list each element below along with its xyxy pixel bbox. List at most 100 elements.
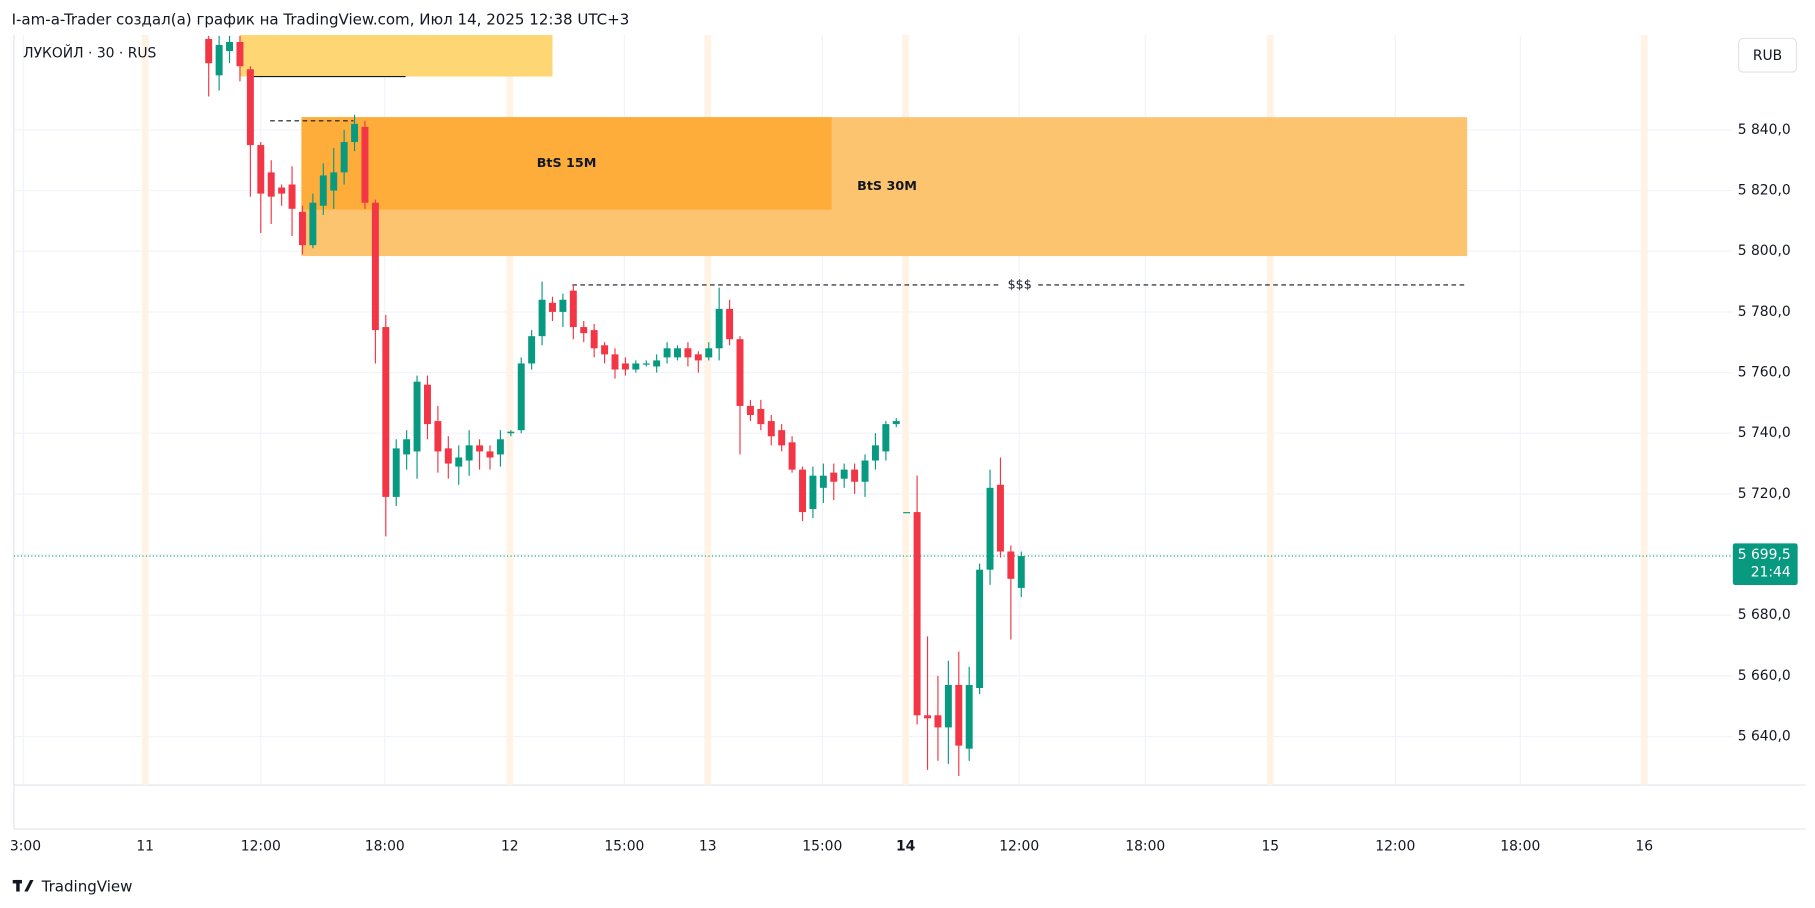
- y-tick-label: 5 760,0: [1738, 365, 1791, 381]
- candle-body: [205, 38, 213, 64]
- candle-body: [309, 202, 317, 246]
- chart-title: I-am-a-Trader создал(а) график на Tradin…: [12, 10, 630, 28]
- x-tick-label: 14: [896, 838, 916, 854]
- y-tick-label: 5 680,0: [1738, 607, 1791, 623]
- candle-body: [944, 684, 952, 728]
- candle-body: [809, 475, 817, 510]
- zone: [239, 34, 553, 77]
- session-highlight: [506, 34, 514, 786]
- candle-body: [371, 202, 379, 331]
- candle-body: [298, 211, 306, 246]
- y-tick-label: 5 820,0: [1738, 183, 1791, 199]
- candle-body: [778, 430, 786, 446]
- candle-body: [913, 512, 921, 716]
- candle-body: [746, 405, 754, 416]
- candle-body: [288, 184, 296, 209]
- y-tick-label: 5 840,0: [1738, 122, 1791, 138]
- x-tick-label: 16: [1635, 838, 1653, 854]
- x-tick-label: 18:00: [1500, 838, 1540, 854]
- candle-body: [924, 715, 931, 719]
- candle-body: [799, 469, 806, 513]
- candle-body: [611, 354, 619, 370]
- candle-body: [996, 484, 1004, 552]
- candle-body: [215, 44, 223, 76]
- candle-body: [903, 512, 911, 514]
- candle-body: [444, 448, 452, 464]
- candle-body: [246, 69, 254, 146]
- currency[interactable]: RUB: [1753, 48, 1782, 64]
- candle-body: [278, 187, 286, 194]
- candle-body: [330, 172, 338, 191]
- candle-body: [465, 445, 473, 461]
- candle-body: [830, 472, 838, 482]
- candle-body: [767, 421, 775, 437]
- candle-body: [601, 345, 609, 355]
- candle-body: [694, 354, 702, 361]
- candle-body: [757, 408, 765, 425]
- candle-body: [382, 327, 390, 497]
- candle-body: [517, 363, 525, 431]
- plot: BtS 30M BtS 15M $$$: [13, 35, 1733, 776]
- zone-label: BtS 15M: [537, 156, 597, 171]
- candle-body: [788, 442, 796, 470]
- candle-body: [340, 142, 348, 173]
- candle-body: [455, 457, 463, 467]
- y-tick-label: 5 800,0: [1738, 243, 1791, 259]
- session-highlight: [1640, 34, 1648, 786]
- candle-body: [892, 421, 900, 425]
- level-label: $$$: [1008, 277, 1032, 292]
- candle-body: [538, 299, 546, 337]
- candle-body: [496, 439, 504, 455]
- candle-body: [257, 145, 265, 194]
- x-tick-label: 12:00: [1375, 838, 1415, 854]
- candle-body: [590, 330, 598, 349]
- x-tick-label: 12:00: [999, 838, 1039, 854]
- candle-body: [684, 348, 692, 358]
- candle-body: [715, 308, 723, 349]
- candle-body: [403, 439, 411, 455]
- candle-body: [528, 336, 536, 364]
- x-tick-label: 11: [136, 838, 154, 854]
- axes: 5 640,05 660,05 680,05 700,05 720,05 740…: [10, 122, 1798, 854]
- candle-body: [267, 172, 275, 197]
- session-highlight: [704, 34, 712, 786]
- candle-body: [486, 451, 494, 458]
- zone-label: BtS 30M: [857, 179, 917, 194]
- session-highlight: [141, 34, 149, 786]
- candle-body: [976, 569, 984, 688]
- x-tick-label: 12: [501, 838, 519, 854]
- x-tick-label: 18:00: [365, 838, 405, 854]
- candle-body: [413, 381, 421, 452]
- currency-button[interactable]: [1738, 37, 1798, 73]
- last-price-label: 5 699,5: [1738, 547, 1791, 563]
- candle-body: [882, 424, 890, 452]
- candle-body: [569, 290, 577, 328]
- candle-body: [580, 327, 588, 334]
- candle-body: [663, 348, 671, 358]
- candle-body: [819, 475, 827, 488]
- candle-body: [934, 715, 942, 728]
- candle-body: [632, 363, 640, 370]
- candle-body: [726, 308, 734, 340]
- candle-body: [319, 175, 327, 206]
- candle-body: [642, 363, 650, 365]
- x-tick-label: 13: [699, 838, 717, 854]
- candle-body: [851, 469, 859, 482]
- logo: [12, 879, 34, 892]
- candle-body: [705, 348, 713, 358]
- candle-body: [392, 448, 400, 497]
- candle-body: [736, 339, 744, 406]
- candle-body: [434, 421, 442, 452]
- candle-body: [236, 41, 244, 67]
- candle-body: [955, 684, 963, 746]
- x-tick-label: 12:00: [241, 838, 281, 854]
- candle-body: [549, 302, 556, 312]
- x-tick-label: 3:00: [10, 838, 41, 854]
- x-tick-label: 15:00: [802, 838, 842, 854]
- candle-body: [507, 431, 515, 434]
- x-tick-label: 15: [1261, 838, 1279, 854]
- plot-under: [13, 34, 1733, 786]
- session-highlight: [902, 34, 910, 786]
